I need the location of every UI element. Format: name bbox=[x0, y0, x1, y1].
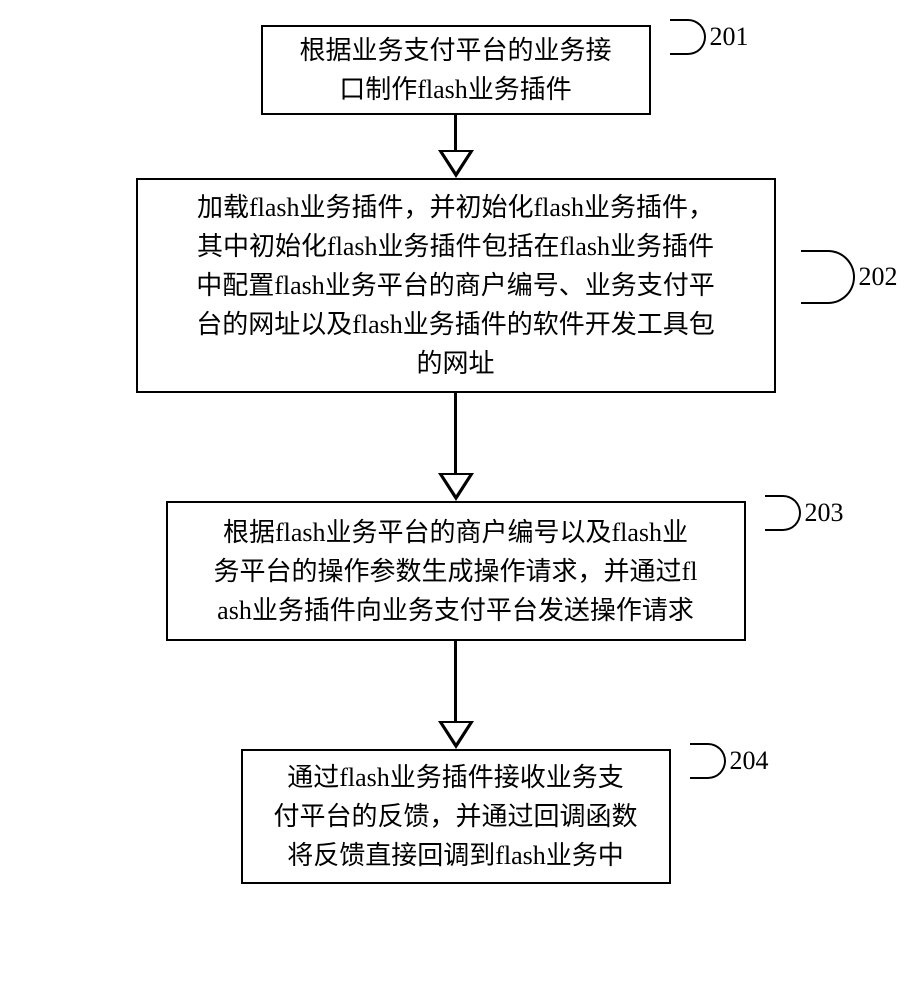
arrow-3 bbox=[438, 641, 474, 749]
step-3-label: 203 bbox=[805, 498, 844, 528]
arrow-2-head bbox=[438, 473, 474, 501]
step-4-label-container: 204 bbox=[690, 743, 769, 779]
step-1-text: 根据业务支付平台的业务接口制作flash业务插件 bbox=[287, 23, 623, 117]
step-2-text: 加载flash业务插件，并初始化flash业务插件，其中初始化flash业务插件… bbox=[184, 180, 727, 391]
step-2-label-container: 202 bbox=[801, 250, 898, 304]
step-1-curve bbox=[670, 19, 706, 55]
step-4-label: 204 bbox=[730, 746, 769, 776]
arrow-3-line bbox=[454, 641, 457, 721]
step-3-label-container: 203 bbox=[765, 495, 844, 531]
step-4-curve bbox=[690, 743, 726, 779]
arrow-3-head bbox=[438, 721, 474, 749]
arrow-2 bbox=[438, 393, 474, 501]
arrow-1-head bbox=[438, 150, 474, 178]
flowchart-container: 根据业务支付平台的业务接口制作flash业务插件 201 加载flash业务插件… bbox=[0, 0, 911, 884]
arrow-1 bbox=[438, 115, 474, 178]
arrow-2-line bbox=[454, 393, 457, 473]
step-1-label-container: 201 bbox=[670, 19, 749, 55]
step-3-text: 根据flash业务平台的商户编号以及flash业务平台的操作参数生成操作请求，并… bbox=[202, 505, 710, 638]
flow-step-4: 通过flash业务插件接收业务支付平台的反馈，并通过回调函数将反馈直接回调到fl… bbox=[241, 749, 671, 884]
flow-step-1: 根据业务支付平台的业务接口制作flash业务插件 201 bbox=[261, 25, 651, 115]
step-3-curve bbox=[765, 495, 801, 531]
flow-step-2: 加载flash业务插件，并初始化flash业务插件，其中初始化flash业务插件… bbox=[136, 178, 776, 393]
step-4-text: 通过flash业务插件接收业务支付平台的反馈，并通过回调函数将反馈直接回调到fl… bbox=[261, 750, 649, 883]
step-2-label: 202 bbox=[859, 262, 898, 292]
arrow-1-line bbox=[454, 115, 457, 150]
step-1-label: 201 bbox=[710, 22, 749, 52]
flow-step-3: 根据flash业务平台的商户编号以及flash业务平台的操作参数生成操作请求，并… bbox=[166, 501, 746, 641]
step-2-curve bbox=[801, 250, 855, 304]
